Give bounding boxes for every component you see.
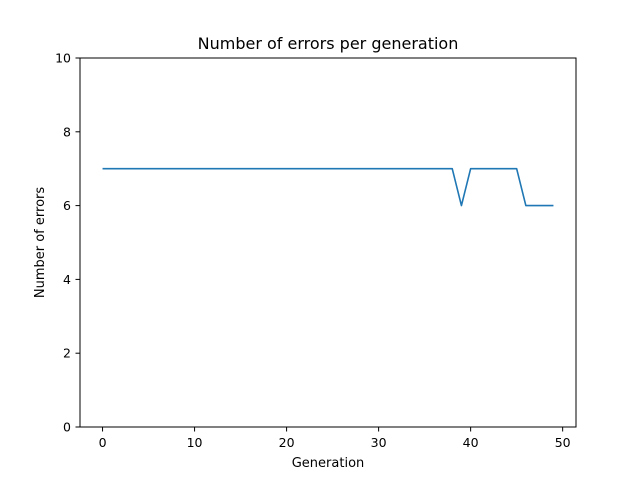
y-tick-label: 4 (63, 272, 71, 287)
plot-frame (79, 57, 577, 428)
x-tick-label: 40 (463, 435, 479, 450)
y-tick-label: 0 (63, 420, 71, 435)
y-tick-label: 8 (63, 124, 71, 139)
chart-title: Number of errors per generation (198, 34, 459, 53)
x-tick-label: 10 (187, 435, 203, 450)
series-line (102, 167, 554, 207)
y-tick-label: 10 (55, 51, 71, 66)
y-axis-label: Number of errors (33, 187, 48, 298)
y-tick-label: 6 (63, 198, 71, 213)
x-tick-label: 30 (371, 435, 387, 450)
x-tick-label: 20 (279, 435, 295, 450)
x-tick-label: 0 (99, 435, 107, 450)
y-tick-label: 2 (63, 346, 71, 361)
axis-ticks: 0 10 20 30 40 50 0 2 4 6 8 10 (55, 51, 571, 451)
x-tick-label: 50 (555, 435, 571, 450)
x-axis-label: Generation (292, 456, 365, 471)
